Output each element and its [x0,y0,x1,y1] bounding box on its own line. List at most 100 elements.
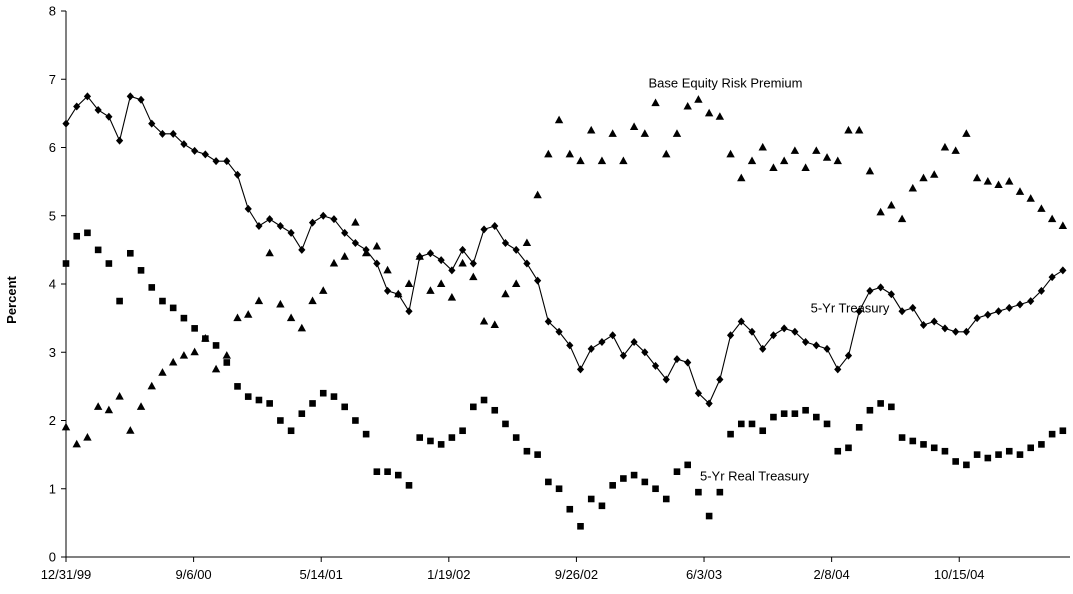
data-point-5-yr-treasury [362,245,370,254]
data-point-5-yr-treasury [201,150,209,159]
data-point-base-equity-risk-premium [779,156,789,165]
data-point-base-equity-risk-premium [115,392,124,400]
data-point-5-yr-treasury [651,361,660,370]
data-point-base-equity-risk-premium [629,122,639,131]
data-point-base-equity-risk-premium [351,217,360,226]
data-point-5-yr-treasury [705,399,713,408]
data-point-5-yr-treasury [276,221,284,230]
data-point-5-yr-treasury [94,105,102,114]
data-point-5-yr-real-treasury [898,434,906,441]
data-point-5-yr-real-treasury [877,400,884,407]
data-point-5-yr-treasury [909,303,917,312]
data-point-5-yr-treasury [555,327,563,336]
data-point-5-yr-real-treasury [534,451,541,458]
data-point-5-yr-real-treasury [448,434,456,441]
data-point-5-yr-treasury [866,286,874,295]
data-point-5-yr-treasury [534,276,542,285]
data-point-5-yr-treasury [405,307,413,316]
data-point-5-yr-real-treasury [737,420,745,428]
data-point-5-yr-real-treasury [802,406,809,414]
data-point-5-yr-real-treasury [984,454,992,462]
data-point-base-equity-risk-premium [651,98,660,107]
data-point-base-equity-risk-premium [404,279,414,287]
data-point-5-yr-treasury [255,221,263,230]
data-point-base-equity-risk-premium [244,310,253,318]
x-tick-label: 12/31/99 [41,567,92,582]
data-point-base-equity-risk-premium [972,173,982,182]
data-point-5-yr-real-treasury [212,342,220,349]
data-point-5-yr-treasury [759,344,767,353]
data-point-5-yr-real-treasury [480,396,488,404]
data-point-5-yr-treasury [266,215,274,224]
data-point-5-yr-treasury [448,266,456,275]
y-tick-label: 1 [49,481,56,496]
data-point-5-yr-real-treasury [244,393,252,400]
data-point-5-yr-treasury [887,290,895,299]
data-point-5-yr-treasury [491,221,499,230]
series-line-5-yr-treasury [65,95,1064,405]
data-point-5-yr-real-treasury [116,297,123,305]
data-point-5-yr-real-treasury [770,413,777,421]
data-point-5-yr-real-treasury [523,447,531,455]
y-ticks: 0 1 2 3 4 5 6 7 8 [49,4,66,565]
data-point-base-equity-risk-premium [640,129,650,137]
data-point-5-yr-real-treasury [1059,427,1067,435]
data-point-5-yr-real-treasury [362,430,370,438]
data-point-5-yr-treasury [115,136,124,145]
y-tick-label: 5 [49,208,56,223]
data-point-5-yr-real-treasury [94,246,102,254]
data-point-5-yr-treasury [716,375,724,384]
data-point-base-equity-risk-premium [469,272,478,281]
data-point-base-equity-risk-premium [308,296,317,305]
data-point-base-equity-risk-premium [1026,194,1035,202]
data-point-5-yr-real-treasury [888,403,895,411]
data-point-5-yr-real-treasury [159,297,166,305]
data-point-base-equity-risk-premium [1005,177,1014,185]
data-point-base-equity-risk-premium [597,156,607,165]
data-point-5-yr-real-treasury [223,359,231,366]
data-point-base-equity-risk-premium [458,258,467,267]
data-point-5-yr-treasury [512,245,520,254]
data-point-5-yr-treasury [812,341,820,350]
data-point-5-yr-real-treasury [780,410,788,417]
data-point-base-equity-risk-premium [329,258,339,267]
data-point-base-equity-risk-premium [319,286,328,294]
data-point-5-yr-treasury [1048,273,1056,282]
data-point-base-equity-risk-premium [147,381,156,390]
x-tick-label: 1/19/02 [427,567,470,582]
data-point-5-yr-treasury [137,95,145,104]
data-point-base-equity-risk-premium [694,95,703,103]
data-point-base-equity-risk-premium [908,183,917,192]
data-point-5-yr-real-treasury [684,461,691,469]
data-point-base-equity-risk-premium [447,293,457,301]
annotation-layer: Base Equity Risk Premium 5-Yr Treasury 5-Y… [649,75,890,483]
data-point-5-yr-real-treasury [1016,451,1024,458]
data-point-base-equity-risk-premium [522,238,532,247]
data-point-5-yr-treasury [351,239,360,248]
data-point-5-yr-treasury [855,307,863,316]
data-point-base-equity-risk-premium [672,129,682,137]
data-point-base-equity-risk-premium [511,279,521,287]
data-point-base-equity-risk-premium [887,200,896,209]
data-point-base-equity-risk-premium [436,279,446,287]
data-point-5-yr-treasury [437,256,445,265]
data-point-5-yr-treasury [373,259,381,268]
data-point-base-equity-risk-premium [93,402,103,410]
data-point-5-yr-real-treasury [587,495,595,503]
data-point-base-equity-risk-premium [876,207,885,216]
data-point-5-yr-real-treasury [813,413,820,421]
data-point-5-yr-real-treasury [470,403,477,411]
data-point-5-yr-treasury [469,259,477,268]
data-point-base-equity-risk-premium [340,252,349,260]
data-point-5-yr-treasury [1005,303,1013,312]
data-point-base-equity-risk-premium [576,156,585,165]
data-point-base-equity-risk-premium [983,177,993,185]
data-point-base-equity-risk-premium [619,156,628,165]
data-point-base-equity-risk-premium [683,101,692,110]
data-point-5-yr-real-treasury [652,485,659,493]
data-point-5-yr-treasury [416,252,424,261]
data-point-base-equity-risk-premium [790,146,800,154]
data-point-base-equity-risk-premium [544,149,553,158]
data-point-base-equity-risk-premium [72,439,81,448]
data-point-5-yr-real-treasury [1048,430,1056,438]
